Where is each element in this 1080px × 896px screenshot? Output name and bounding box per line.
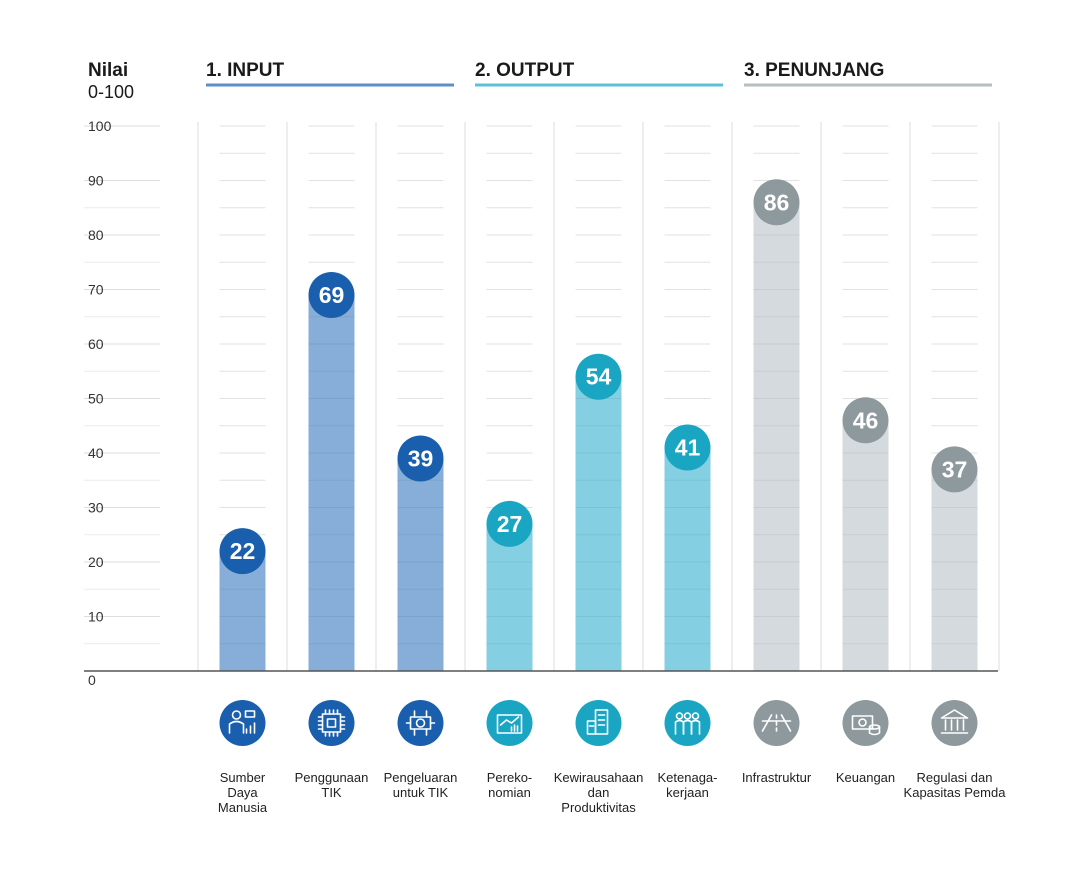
- chip-icon: [308, 700, 355, 746]
- workers-icon: [664, 700, 711, 746]
- data-label: 39: [408, 445, 434, 471]
- y-tick-label: 60: [88, 336, 104, 352]
- x-tick-label: Pengeluaran untuk TIK: [361, 770, 481, 800]
- x-tick-label-line: Sumber: [219, 770, 266, 785]
- y-tick-label: 50: [88, 391, 104, 407]
- x-tick-label-line: Penggunaan: [294, 770, 369, 785]
- data-label: 54: [586, 364, 612, 390]
- x-tick-label: Kewirausahaan dan Produktivitas: [539, 770, 659, 815]
- data-label: 27: [497, 511, 523, 537]
- data-label: 69: [319, 282, 345, 308]
- y-tick-label: 90: [88, 173, 104, 189]
- money-chip-icon: [397, 700, 444, 746]
- bar: [664, 447, 711, 671]
- x-tick-label-line: Pengeluaran: [383, 770, 458, 785]
- economy-chart-icon: [486, 700, 533, 746]
- x-tick-label: Infrastruktur: [717, 770, 837, 785]
- x-tick-label-line: Daya: [227, 785, 258, 800]
- y-tick-label: 30: [88, 500, 104, 516]
- y-tick-label: 80: [88, 227, 104, 243]
- group-title-penunjang: 3. PENUNJANG: [744, 60, 885, 81]
- x-tick-label-line: Pereko-: [486, 770, 533, 785]
- cash-icon: [842, 700, 889, 746]
- x-tick-label-line: Produktivitas: [561, 800, 636, 815]
- value-badge: [664, 424, 711, 471]
- value-badge: [931, 446, 978, 493]
- value-badge: [308, 271, 355, 318]
- x-tick-label: Pereko-nomian: [450, 770, 570, 800]
- value-badge: [397, 435, 444, 482]
- data-label: 46: [853, 407, 879, 433]
- bar: [486, 523, 533, 671]
- bar: [308, 294, 355, 671]
- x-tick-label-line: nomian: [488, 785, 531, 800]
- x-tick-label-line: TIK: [321, 785, 342, 800]
- office-building-icon: [575, 700, 622, 746]
- bar: [397, 458, 444, 671]
- y-tick-label: 20: [88, 554, 104, 570]
- x-tick-label-line: Kapasitas Pemda: [903, 785, 1006, 800]
- bar: [842, 420, 889, 671]
- x-tick-label: Penggunaan TIK: [272, 770, 392, 800]
- value-badge: [219, 528, 266, 575]
- group-title-input: 1. INPUT: [206, 60, 285, 81]
- value-badge: [753, 179, 800, 226]
- y-tick-label: 0: [88, 672, 96, 688]
- x-tick-label-line: kerjaan: [666, 785, 709, 800]
- x-tick-label-line: Keuangan: [835, 770, 896, 785]
- value-badge: [575, 353, 622, 400]
- y-tick-label: 10: [88, 609, 104, 625]
- x-tick-label: Ketenaga-kerjaan: [628, 770, 748, 800]
- bar: [753, 202, 800, 672]
- data-label: 41: [675, 435, 701, 461]
- data-label: 22: [230, 538, 256, 564]
- y-tick-label: 100: [88, 118, 112, 134]
- government-building-icon: [931, 700, 978, 746]
- x-tick-label-line: Manusia: [217, 800, 268, 815]
- people-chart-icon: [219, 700, 266, 746]
- y-axis-range: 0-100: [88, 82, 135, 102]
- bar: [931, 469, 978, 671]
- y-tick-label: 70: [88, 282, 104, 298]
- y-axis-title: Nilai: [88, 60, 129, 81]
- x-tick-label-line: dan: [587, 785, 610, 800]
- x-tick-label: Keuangan: [806, 770, 926, 785]
- x-tick-label: Sumber Daya Manusia: [183, 770, 303, 815]
- x-tick-label-line: Regulasi dan: [916, 770, 993, 785]
- data-label: 37: [942, 456, 968, 482]
- x-tick-label: Regulasi dan Kapasitas Pemda: [895, 770, 1015, 800]
- x-tick-label-line: untuk TIK: [392, 785, 449, 800]
- x-tick-label-line: Kewirausahaan: [553, 770, 644, 785]
- road-icon: [753, 700, 800, 746]
- group-title-output: 2. OUTPUT: [475, 60, 575, 81]
- value-badge: [486, 500, 533, 547]
- bar: [575, 376, 622, 671]
- x-tick-label-line: Ketenaga-: [657, 770, 718, 785]
- y-tick-label: 40: [88, 445, 104, 461]
- value-badge: [842, 397, 889, 444]
- x-tick-label-line: Infrastruktur: [741, 770, 812, 785]
- data-label: 86: [764, 189, 790, 215]
